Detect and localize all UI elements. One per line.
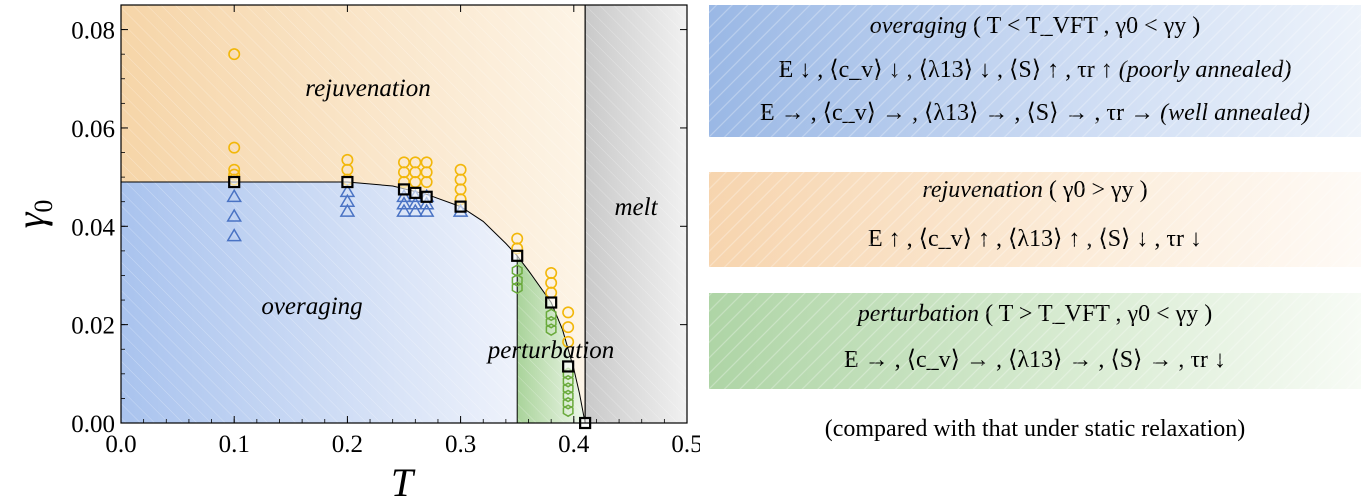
marker-triangle (226, 208, 243, 222)
rejuvenation-condition: ( γ0 > γy ) (1042, 177, 1148, 203)
marker-circle (562, 306, 575, 319)
svg-text:γ0: γ0 (8, 200, 58, 229)
marker-circle (228, 141, 241, 154)
marker-triangle (418, 203, 435, 217)
marker-hexagon (562, 382, 574, 395)
marker-hexagon (562, 404, 574, 418)
marker-triangle (226, 188, 243, 203)
marker-hexagon (562, 374, 574, 388)
y-tick-label: 0.04 (71, 214, 115, 241)
phase-diagram-chart: 0.0 0.1 0.2 0.3 0.4 0.5 0.00 0.02 0.04 0.06 0.08 r… (8, 4, 700, 503)
marker-triangle (396, 203, 412, 217)
marker-square (420, 190, 433, 203)
legend-footnote: (compared with that under static relaxat… (824, 416, 1246, 442)
overaging-condition: ( T < T_VFT , γ0 < γy ) (967, 13, 1201, 39)
x-tick-label: 0.2 (332, 431, 363, 458)
marker-hexagon (511, 264, 523, 277)
marker-hexagon (545, 323, 557, 336)
x-axis-label: T (391, 460, 416, 503)
marker-hexagon (511, 274, 523, 287)
perturbation-condition: ( T > T_VFT , γ0 < γy ) (979, 301, 1213, 327)
marker-triangle (226, 228, 243, 242)
x-tick-label: 0.1 (219, 431, 250, 458)
marker-triangle (339, 203, 356, 217)
plot-frame (120, 4, 688, 424)
overaging-line1: E ↓ , ⟨c_v⟩ ↓ , ⟨λ13⟩ ↓ , ⟨S⟩ ↑ , τr ↑ (778, 57, 1113, 83)
legend-box-rejuvenation: rejuvenation ( γ0 > γy ) E ↑ , ⟨c_v⟩ ↑ ,… (709, 172, 1361, 267)
marker-square (454, 200, 467, 213)
perturbation-line1: E → , ⟨c_v⟩ → , ⟨λ13⟩ → , ⟨S⟩ → , τr ↓ (843, 347, 1227, 373)
marker-circle (562, 321, 575, 334)
perturbation-title: perturbation (857, 301, 980, 327)
overaging-title: overaging (869, 13, 968, 39)
x-tick-label: 0.3 (445, 431, 476, 458)
marker-hexagon (511, 281, 523, 295)
marker-circle (420, 176, 433, 189)
marker-triangle (396, 188, 412, 203)
region-label-overaging: overaging (261, 293, 362, 320)
marker-square (341, 175, 354, 189)
marker-square (511, 249, 524, 262)
legend-box-overaging: overaging ( T < T_VFT , γ0 < γy ) E ↓ , … (709, 5, 1361, 137)
y-axis-label: γ0 (8, 200, 58, 229)
legend-box-perturbation: perturbation ( T > T_VFT , γ0 < γy ) E →… (709, 293, 1361, 389)
y-tick-label: 0.06 (71, 116, 115, 143)
hatch-overlay (121, 5, 687, 423)
marker-triangle (418, 196, 435, 210)
x-tick-label: 0.5 (671, 431, 700, 458)
marker-triangle (396, 196, 412, 210)
rejuvenation-line1: E ↑ , ⟨c_v⟩ ↑ , ⟨λ13⟩ ↑ , ⟨S⟩ ↓ , τr ↓ (867, 226, 1203, 252)
marker-square (409, 186, 422, 199)
marker-circle (228, 48, 241, 61)
marker-triangle (407, 196, 424, 210)
overaging-line2: E → , ⟨c_v⟩ → , ⟨λ13⟩ → , ⟨S⟩ → , τr → (759, 100, 1155, 126)
marker-hexagon (545, 308, 557, 322)
overaging-line1-note: (poorly annealed) (1118, 57, 1292, 83)
rejuvenation-title: rejuvenation (922, 177, 1043, 203)
y-tick-label: 0.02 (71, 313, 115, 340)
marker-square (228, 175, 241, 189)
marker-square (397, 183, 411, 196)
x-tick-label: 0.0 (105, 431, 136, 458)
marker-circle (562, 335, 575, 348)
marker-hexagon (545, 315, 557, 329)
region-label-perturbation: perturbation (486, 337, 614, 364)
overaging-line2-note: (well annealed) (1160, 100, 1311, 126)
y-tick-label: 0.08 (71, 18, 115, 45)
marker-square (562, 360, 575, 373)
x-tick-label: 0.4 (558, 431, 590, 458)
region-label-rejuvenation: rejuvenation (305, 75, 430, 102)
marker-triangle (407, 203, 424, 217)
region-label-melt: melt (614, 194, 658, 221)
y-tick-label: 0.00 (71, 411, 115, 438)
marker-hexagon (562, 396, 574, 410)
marker-square (545, 296, 558, 309)
marker-hexagon (562, 389, 574, 403)
